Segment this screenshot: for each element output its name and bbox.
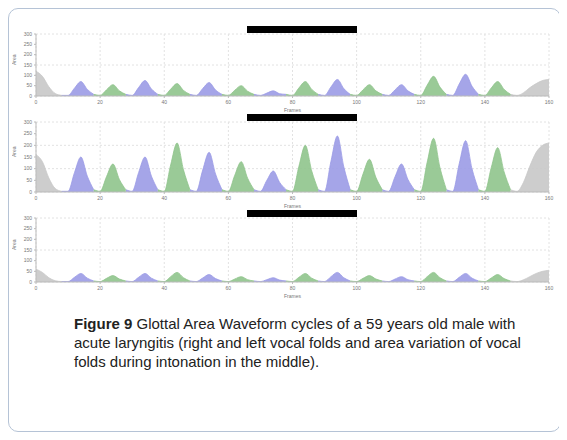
svg-text:140: 140 [481, 195, 490, 201]
svg-text:Area: Area [12, 239, 17, 250]
svg-text:150: 150 [24, 62, 33, 68]
svg-text:200: 200 [24, 51, 33, 57]
svg-text:80: 80 [290, 99, 296, 105]
svg-text:80: 80 [290, 195, 296, 201]
svg-text:20: 20 [97, 195, 103, 201]
svg-text:100: 100 [352, 195, 361, 201]
html-text:Figure 9 Glottal Area Waveform: Figure 9 Glottal Area Waveform cycles of… [74, 315, 521, 370]
svg-text:Area: Area [12, 146, 17, 157]
svg-text:160: 160 [545, 99, 554, 105]
svg-text:140: 140 [481, 99, 490, 105]
svg-text:Area: Area [12, 54, 17, 65]
svg-text:300: 300 [24, 215, 33, 221]
svg-text:40: 40 [161, 195, 167, 201]
svg-text:250: 250 [24, 225, 33, 231]
svg-text:50: 50 [26, 177, 32, 183]
svg-text:300: 300 [24, 31, 33, 37]
svg-text:100: 100 [352, 285, 361, 291]
svg-text:0: 0 [29, 93, 32, 99]
svg-text:60: 60 [226, 99, 232, 105]
svg-text:120: 120 [417, 195, 426, 201]
svg-text:300: 300 [24, 119, 33, 125]
svg-text:200: 200 [24, 236, 33, 242]
svg-text:Frames: Frames [284, 203, 301, 208]
svg-text:140: 140 [481, 285, 490, 291]
svg-text:100: 100 [24, 165, 33, 171]
svg-text:80: 80 [290, 285, 296, 291]
svg-text:0: 0 [35, 285, 38, 291]
svg-text:Frames: Frames [284, 293, 301, 298]
svg-text:50: 50 [26, 268, 32, 274]
svg-text:120: 120 [417, 285, 426, 291]
svg-text:250: 250 [24, 130, 33, 136]
svg-text:50: 50 [26, 82, 32, 88]
svg-text:250: 250 [24, 41, 33, 47]
svg-text:150: 150 [24, 247, 33, 253]
svg-text:60: 60 [226, 195, 232, 201]
svg-text:0: 0 [29, 189, 32, 195]
svg-text:160: 160 [545, 285, 554, 291]
svg-text:200: 200 [24, 142, 33, 148]
svg-text:100: 100 [24, 72, 33, 78]
svg-text:Frames: Frames [284, 107, 301, 112]
svg-text:100: 100 [352, 99, 361, 105]
svg-text:40: 40 [161, 99, 167, 105]
svg-text:0: 0 [35, 195, 38, 201]
svg-text:40: 40 [161, 285, 167, 291]
svg-text:20: 20 [97, 99, 103, 105]
svg-text:60: 60 [226, 285, 232, 291]
svg-text:20: 20 [97, 285, 103, 291]
svg-text:0: 0 [35, 99, 38, 105]
svg-text:0: 0 [29, 279, 32, 285]
svg-text:120: 120 [417, 99, 426, 105]
svg-text:150: 150 [24, 154, 33, 160]
svg-text:160: 160 [545, 195, 554, 201]
svg-text:100: 100 [24, 257, 33, 263]
